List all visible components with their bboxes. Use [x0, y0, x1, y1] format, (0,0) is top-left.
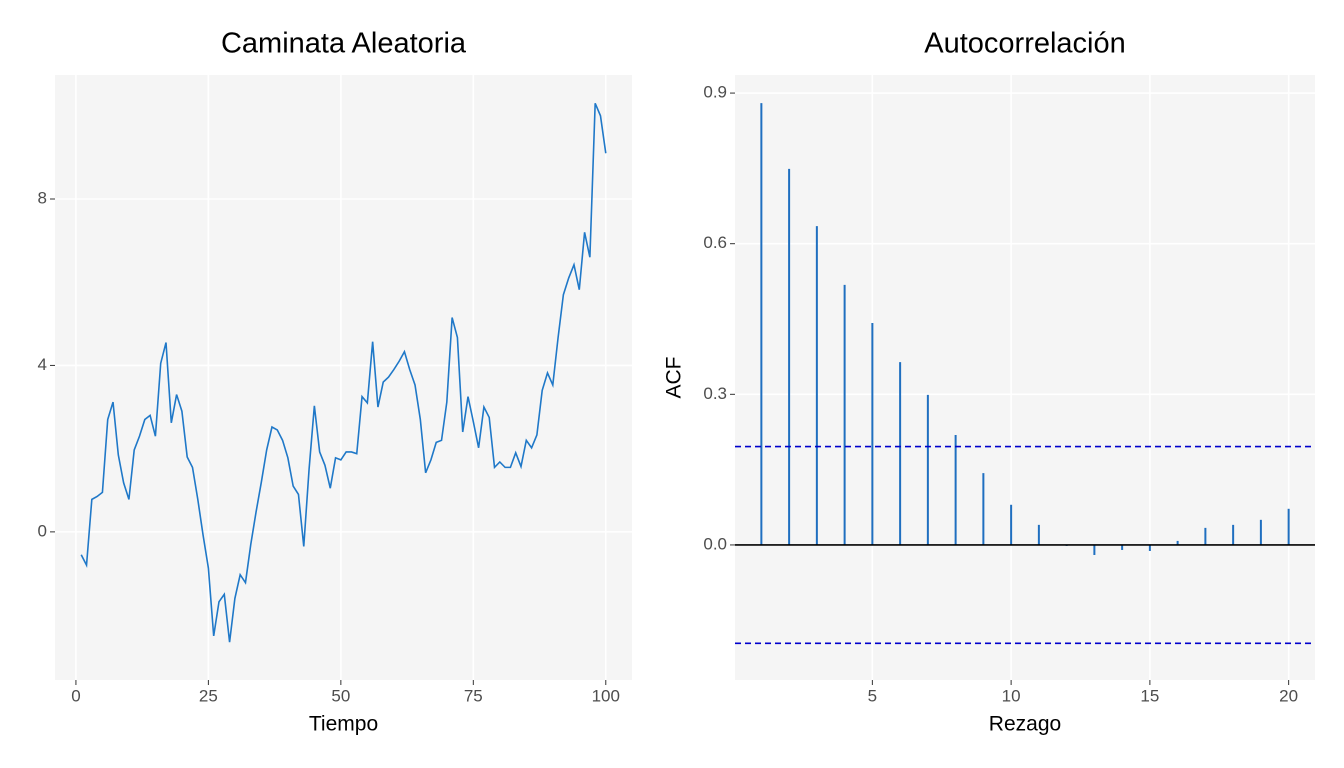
- chart-title: Autocorrelación: [924, 28, 1126, 60]
- y-tick-label: 0.9: [703, 83, 727, 102]
- panel: [735, 75, 1315, 680]
- x-tick-label: 10: [1002, 686, 1021, 705]
- x-tick-label: 50: [331, 686, 350, 705]
- x-tick-label: 100: [592, 686, 620, 705]
- x-tick-label: 75: [464, 686, 483, 705]
- y-tick-label: 8: [38, 188, 47, 207]
- x-tick-label: 0: [71, 686, 80, 705]
- x-tick-label: 20: [1279, 686, 1298, 705]
- x-tick-label: 25: [199, 686, 218, 705]
- panel: [55, 75, 632, 680]
- data-line: [80, 102, 607, 643]
- y-tick-label: 0: [38, 521, 47, 540]
- x-tick-label: 5: [868, 686, 877, 705]
- y-tick-label: 0.6: [703, 233, 727, 252]
- x-axis-title: Tiempo: [309, 713, 378, 736]
- chart-title: Caminata Aleatoria: [221, 28, 467, 60]
- y-tick-label: 4: [38, 355, 47, 374]
- y-axis-title: ACF: [663, 357, 686, 399]
- y-tick-label: 0.0: [703, 534, 727, 553]
- x-tick-label: 15: [1140, 686, 1159, 705]
- y-tick-label: 0.3: [703, 384, 727, 403]
- x-axis-title: Rezago: [989, 713, 1061, 736]
